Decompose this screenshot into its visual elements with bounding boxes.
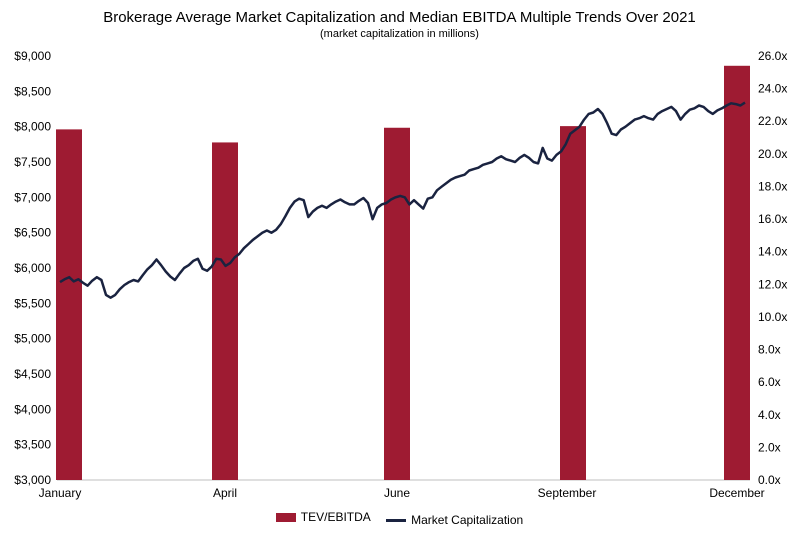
y-right-tick-label: 20.0x — [758, 147, 787, 161]
y-right-tick-label: 26.0x — [758, 49, 787, 63]
y-left-tick-label: $7,500 — [14, 155, 51, 169]
x-tick-label: December — [709, 486, 764, 500]
chart-title: Brokerage Average Market Capitalization … — [103, 9, 696, 26]
y-left-tick-label: $5,500 — [14, 296, 51, 310]
y-right-tick-label: 10.0x — [758, 310, 787, 324]
y-left-tick-label: $5,000 — [14, 332, 51, 346]
y-right-tick-label: 24.0x — [758, 82, 787, 96]
tick-labels: $3,000 $3,500 $4,000 $4,500 $5,000 $5,500 $6,0… — [14, 49, 787, 500]
y-left-tick-label: $6,000 — [14, 261, 51, 275]
y-right-tick-label: 12.0x — [758, 277, 787, 291]
y-left-tick-label: $9,000 — [14, 49, 51, 63]
legend-label-bar: TEV/EBITDA — [300, 510, 371, 524]
y-right-tick-label: 18.0x — [758, 179, 787, 193]
y-right-tick-label: 0.0x — [758, 473, 781, 487]
y-right-tick-label: 2.0x — [758, 440, 781, 454]
bar — [56, 129, 82, 480]
y-left-tick-label: $6,500 — [14, 226, 51, 240]
x-tick-label: January — [39, 486, 82, 500]
line-series — [59, 101, 746, 299]
y-left-tick-label: $4,000 — [14, 402, 51, 416]
legend-item-bar: TEV/EBITDA — [275, 510, 371, 524]
y-right-tick-label: 4.0x — [758, 408, 781, 422]
bar-series — [56, 65, 750, 481]
x-tick-label: June — [384, 486, 410, 500]
bar — [560, 126, 586, 480]
y-right-tick-label: 8.0x — [758, 343, 781, 357]
legend: TEV/EBITDA Market Capitalization — [0, 510, 799, 527]
bar — [724, 65, 750, 481]
bar — [384, 127, 410, 480]
y-right-tick-label: 22.0x — [758, 114, 787, 128]
legend-swatch-line — [386, 518, 407, 522]
y-left-tick-label: $3,000 — [14, 473, 51, 487]
market-cap-line — [59, 101, 746, 299]
y-right-tick-label: 14.0x — [758, 245, 787, 259]
legend-swatch-bar — [275, 512, 296, 522]
y-right-tick-label: 6.0x — [758, 375, 781, 389]
legend-item-line: Market Capitalization — [386, 513, 523, 527]
chart-subtitle: (market capitalization in millions) — [320, 28, 479, 40]
x-tick-label: April — [213, 486, 237, 500]
x-tick-label: September — [538, 486, 597, 500]
legend-label-line: Market Capitalization — [411, 513, 524, 527]
y-right-tick-label: 16.0x — [758, 212, 787, 226]
bar — [212, 142, 238, 480]
y-left-tick-label: $8,500 — [14, 84, 51, 98]
y-left-tick-label: $7,000 — [14, 190, 51, 204]
y-left-tick-label: $3,500 — [14, 438, 51, 452]
y-left-tick-label: $8,000 — [14, 120, 51, 134]
y-left-tick-label: $4,500 — [14, 367, 51, 381]
